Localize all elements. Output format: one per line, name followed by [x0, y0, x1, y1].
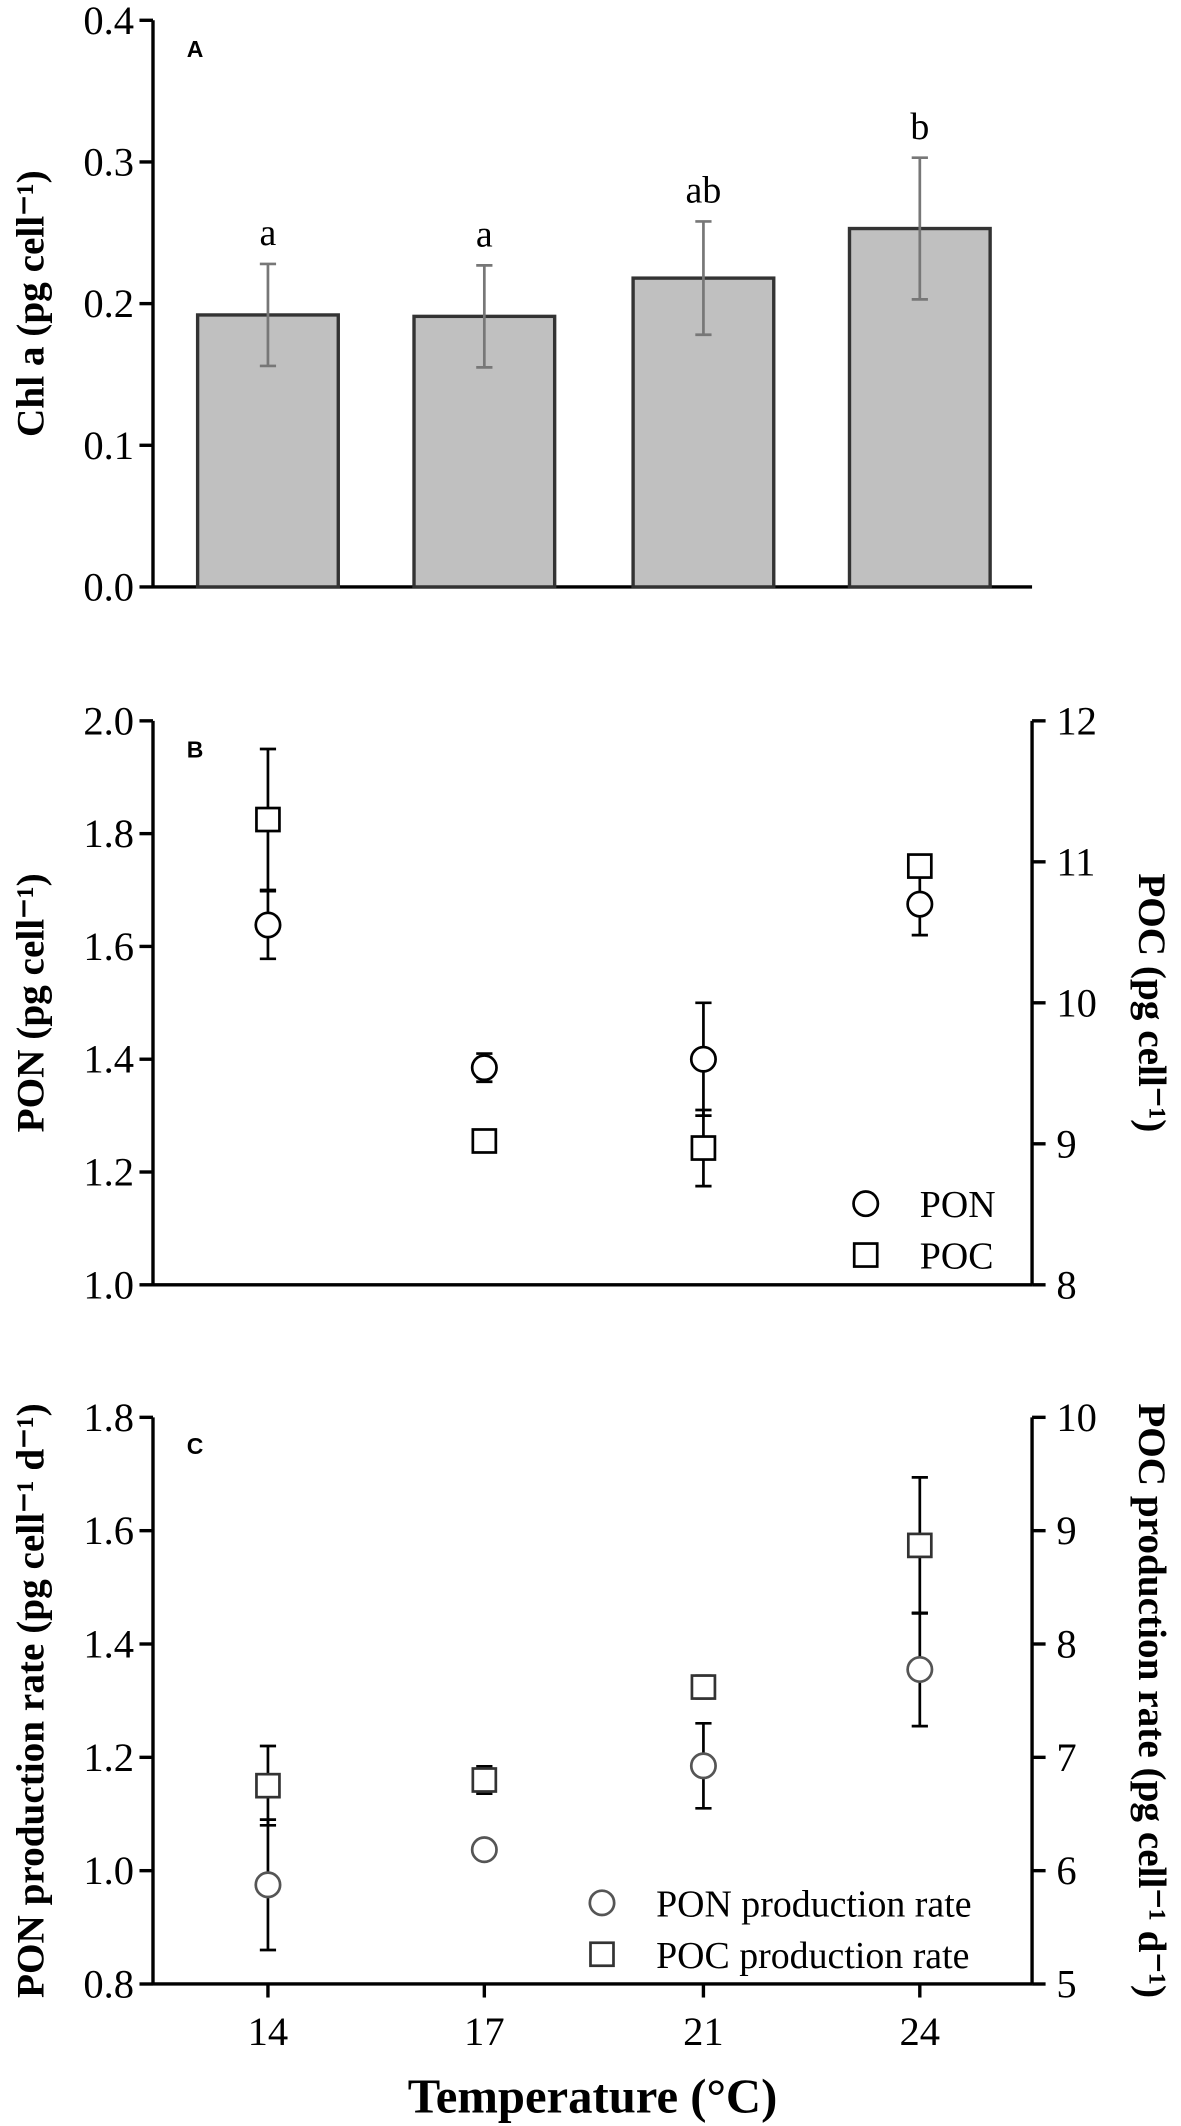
y2-tick-label: 10: [1056, 1395, 1097, 1440]
error-bar: [911, 156, 928, 301]
y-tick-label: 0.1: [83, 423, 134, 468]
legend-label: PON production rate: [656, 1883, 971, 1925]
annotation: a: [260, 212, 277, 254]
y-tick-label: 1.4: [83, 1622, 134, 1667]
y-tick-label: 1.8: [83, 811, 134, 856]
legend-label: POC production rate: [656, 1935, 969, 1977]
point: [255, 1772, 281, 1799]
y2-tick-label: 6: [1056, 1848, 1076, 1893]
y2-tick-label: 8: [1056, 1262, 1076, 1307]
y-tick-label: 0.3: [83, 139, 134, 184]
point: [690, 1674, 717, 1700]
y-tick-label: 1.0: [83, 1848, 134, 1893]
y-axis-label: PON production rate (pg cell⁻¹ d⁻¹): [9, 1403, 52, 1998]
y-tick-label: 0.4: [83, 0, 134, 43]
y2-tick-label: 10: [1056, 980, 1097, 1025]
panel-label: B: [187, 736, 204, 762]
point: [906, 890, 934, 918]
point: [470, 1054, 498, 1082]
error-bar: [476, 264, 493, 369]
y-axis-label: PON (pg cell⁻¹): [9, 873, 52, 1132]
y2-tick-label: 7: [1056, 1735, 1076, 1780]
y2-tick-label: 5: [1056, 1962, 1076, 2007]
point: [906, 1655, 934, 1684]
point: [588, 1889, 616, 1917]
y-tick-label: 1.0: [83, 1262, 134, 1307]
point: [255, 806, 281, 833]
point: [470, 1836, 498, 1864]
y-tick-label: 1.2: [83, 1150, 134, 1195]
y-tick-label: 0.0: [83, 564, 134, 609]
y-axis-label: Chl a (pg cell⁻¹): [9, 170, 52, 437]
panel-label: A: [187, 36, 204, 62]
y2-axis-label: POC (pg cell⁻¹): [1130, 873, 1173, 1132]
x-tick-label: 24: [900, 2009, 941, 2054]
point: [852, 1242, 879, 1268]
y-tick-label: 1.4: [83, 1037, 134, 1082]
panel-label: C: [187, 1433, 204, 1459]
point: [689, 1045, 717, 1073]
point: [690, 1135, 717, 1161]
point: [906, 1532, 933, 1559]
point: [852, 1190, 880, 1218]
y2-tick-label: 9: [1056, 1508, 1076, 1553]
x-axis-label: Temperature (°C): [408, 2069, 778, 2123]
y2-tick-label: 12: [1056, 698, 1097, 743]
legend-label: PON: [920, 1184, 996, 1226]
y-tick-label: 1.2: [83, 1735, 134, 1780]
error-bar: [259, 262, 277, 368]
y2-tick-label: 9: [1056, 1121, 1076, 1166]
annotation: ab: [686, 170, 722, 212]
point: [689, 1752, 717, 1780]
point: [589, 1941, 615, 1968]
annotation: b: [910, 106, 929, 148]
legend-label: POC: [920, 1236, 994, 1278]
y2-tick-label: 8: [1056, 1622, 1076, 1667]
y-tick-label: 1.6: [83, 1508, 134, 1553]
x-tick-label: 21: [683, 2009, 724, 2054]
y-tick-label: 2.0: [83, 698, 134, 743]
x-tick-label: 17: [464, 2009, 505, 2054]
y2-tick-label: 11: [1056, 839, 1095, 884]
point: [254, 1871, 282, 1899]
y-tick-label: 0.2: [83, 281, 134, 326]
annotation: a: [476, 213, 493, 255]
y-tick-label: 1.6: [83, 924, 134, 969]
x-tick-label: 14: [248, 2009, 289, 2054]
y-tick-label: 1.8: [83, 1395, 134, 1440]
error-bar: [695, 220, 712, 337]
point: [471, 1128, 498, 1154]
y2-axis-label: POC production rate (pg cell⁻¹ d⁻¹): [1130, 1403, 1173, 1998]
point: [906, 853, 933, 879]
y-tick-label: 0.8: [83, 1962, 134, 2007]
point: [471, 1767, 498, 1793]
point: [254, 911, 282, 939]
